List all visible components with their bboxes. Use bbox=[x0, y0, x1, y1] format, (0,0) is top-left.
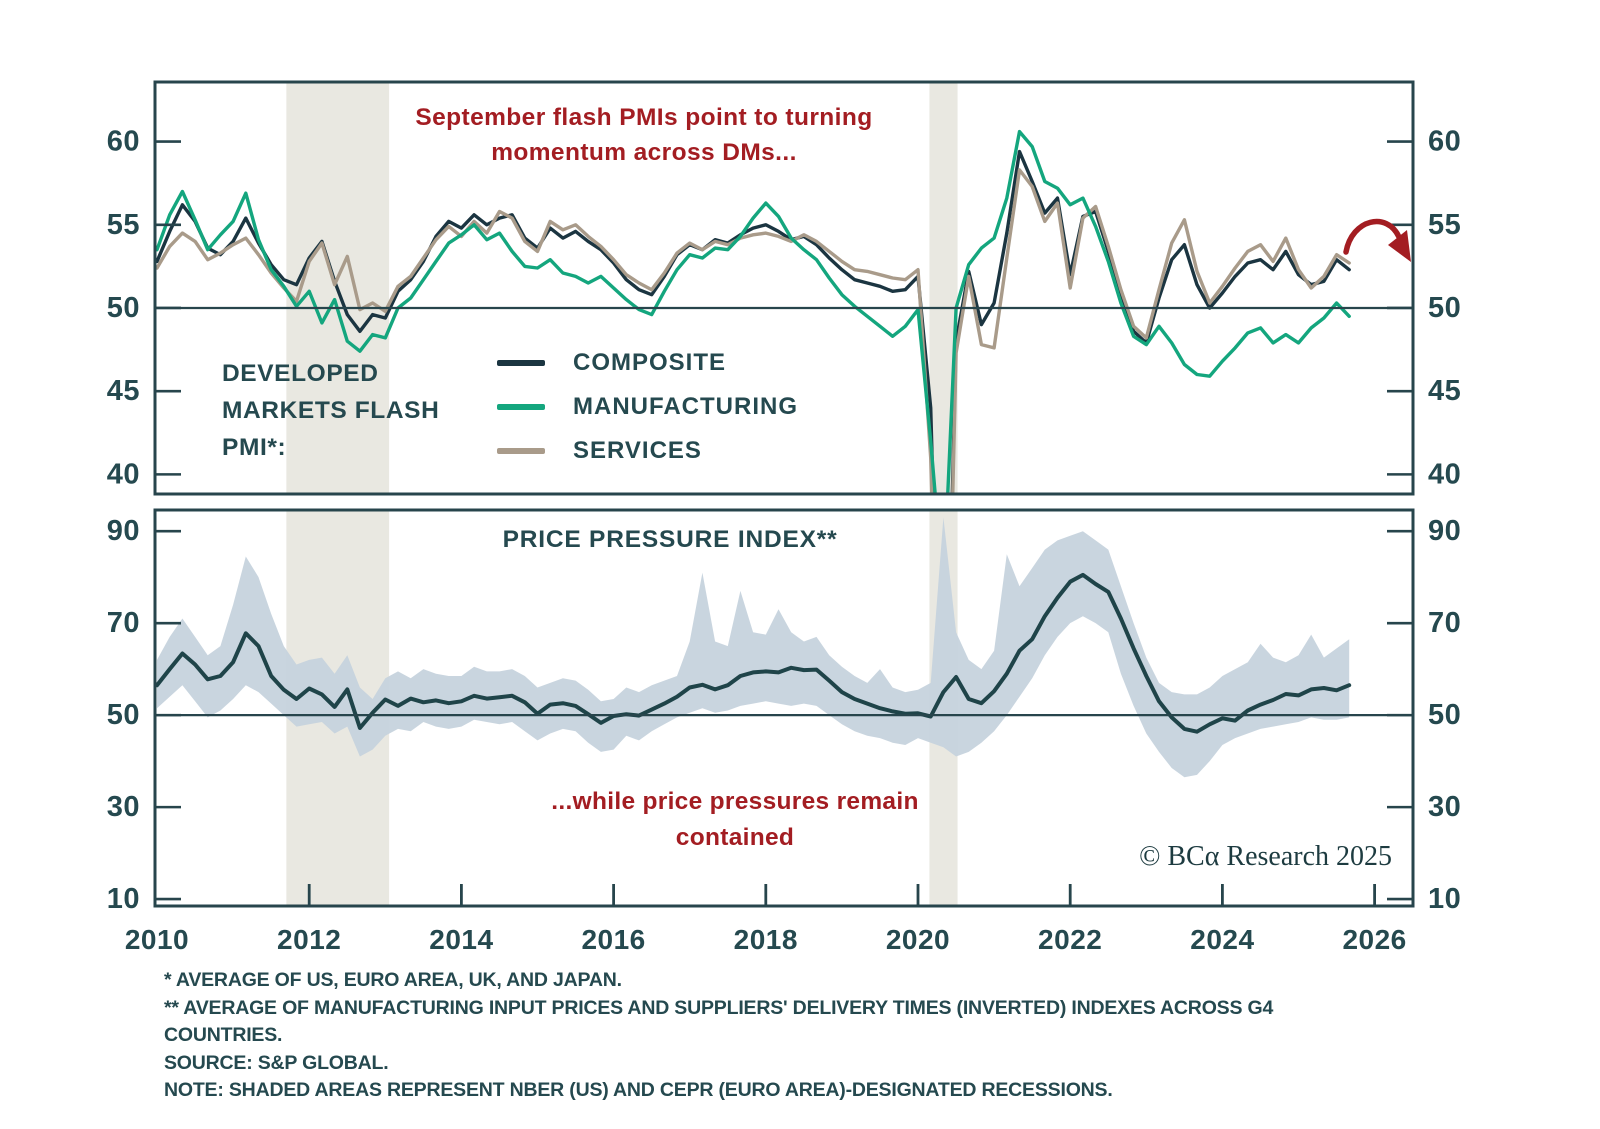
y-axis-label: 50 bbox=[107, 292, 140, 324]
y-axis-label: 60 bbox=[1428, 126, 1461, 158]
panel-label-line: PMI*: bbox=[222, 434, 287, 461]
y-axis-label: 90 bbox=[1428, 515, 1461, 547]
legend-item-composite: COMPOSITE bbox=[497, 341, 798, 385]
y-axis-label: 50 bbox=[1428, 292, 1461, 324]
legend-item-services: SERVICES bbox=[497, 429, 798, 473]
top-annotation: September flash PMIs point to turning mo… bbox=[344, 100, 944, 170]
legend-swatch-composite bbox=[497, 360, 545, 366]
y-axis-label: 50 bbox=[1428, 699, 1461, 731]
legend-label: SERVICES bbox=[573, 437, 702, 464]
y-axis-label: 40 bbox=[1428, 458, 1461, 490]
x-axis-year-label: 2014 bbox=[429, 924, 493, 955]
x-axis-year-label: 2024 bbox=[1190, 924, 1254, 955]
footnote-line: ** AVERAGE OF MANUFACTURING INPUT PRICES… bbox=[164, 996, 1274, 1019]
legend-swatch-services bbox=[497, 448, 545, 454]
panel-border bbox=[153, 508, 1415, 908]
y-axis-label: 60 bbox=[107, 126, 140, 158]
bottom-panel-title: PRICE PRESSURE INDEX** bbox=[502, 526, 838, 553]
y-axis-label: 40 bbox=[107, 458, 140, 490]
top-annotation-line: September flash PMIs point to turning bbox=[415, 104, 873, 131]
top-panel: 40 40 45 45 50 50 55 55 60 60 bbox=[107, 80, 1461, 496]
y-axis-label: 45 bbox=[107, 375, 140, 407]
y-axis-label: 70 bbox=[107, 607, 140, 639]
x-axis-year-label: 2010 bbox=[125, 924, 189, 955]
legend-swatch-manufacturing bbox=[497, 404, 545, 410]
y-axis-label: 10 bbox=[1428, 883, 1461, 915]
footnote-line: SOURCE: S&P GLOBAL. bbox=[164, 1051, 389, 1074]
legend: COMPOSITE MANUFACTURING SERVICES bbox=[497, 341, 798, 473]
y-axis-label: 10 bbox=[107, 883, 140, 915]
bca-research-watermark: © BCα Research 2025 bbox=[1139, 841, 1392, 872]
x-axis-year-label: 2022 bbox=[1038, 924, 1102, 955]
top-annotation-line: momentum across DMs... bbox=[491, 139, 797, 166]
panel-label-line: MARKETS FLASH bbox=[222, 397, 440, 424]
y-axis-label: 55 bbox=[1428, 209, 1461, 241]
y-axis-label: 45 bbox=[1428, 375, 1461, 407]
bottom-panel: 10 10 30 30 50 50 70 70 90 90 bbox=[107, 508, 1461, 915]
x-axis-year-label: 2020 bbox=[886, 924, 950, 955]
y-axis-label: 30 bbox=[1428, 791, 1461, 823]
panel-label-line: DEVELOPED bbox=[222, 360, 379, 387]
y-axis-label: 70 bbox=[1428, 607, 1461, 639]
y-axis-label: 50 bbox=[107, 699, 140, 731]
y-axis-label: 30 bbox=[107, 791, 140, 823]
legend-label: MANUFACTURING bbox=[573, 393, 798, 420]
footnote-line: NOTE: SHADED AREAS REPRESENT NBER (US) A… bbox=[164, 1079, 1113, 1101]
bottom-annotation-line: ...while price pressures remain bbox=[551, 788, 919, 815]
legend-label: COMPOSITE bbox=[573, 349, 727, 376]
trend-arrow bbox=[1343, 218, 1411, 262]
bottom-annotation: ...while price pressures remain containe… bbox=[485, 784, 985, 856]
y-axis-label: 90 bbox=[107, 515, 140, 547]
legend-item-manufacturing: MANUFACTURING bbox=[497, 385, 798, 429]
ppi-band bbox=[157, 517, 1350, 778]
y-axis-label: 55 bbox=[107, 209, 140, 241]
footnote-line: COUNTRIES. bbox=[164, 1024, 283, 1046]
services-line bbox=[155, 168, 1351, 494]
footnotes: * AVERAGE OF US, EURO AREA, UK, AND JAPA… bbox=[164, 967, 1273, 1105]
x-axis-year-label: 2018 bbox=[734, 924, 798, 955]
x-axis-year-label: 2012 bbox=[277, 924, 341, 955]
x-axis-year-label: 2016 bbox=[581, 924, 645, 955]
x-axis: 2010 2012 2014 2016 2018 2020 2022 2024 2026 bbox=[125, 884, 1406, 955]
x-axis-year-label: 2026 bbox=[1342, 924, 1406, 955]
manufacturing-line bbox=[155, 129, 1351, 494]
bottom-annotation-line: contained bbox=[675, 824, 795, 851]
panel-border bbox=[153, 80, 1415, 496]
panel-label-dm-pmi: DEVELOPED MARKETS FLASH PMI*: bbox=[222, 355, 439, 466]
footnote-line: * AVERAGE OF US, EURO AREA, UK, AND JAPA… bbox=[164, 969, 622, 991]
